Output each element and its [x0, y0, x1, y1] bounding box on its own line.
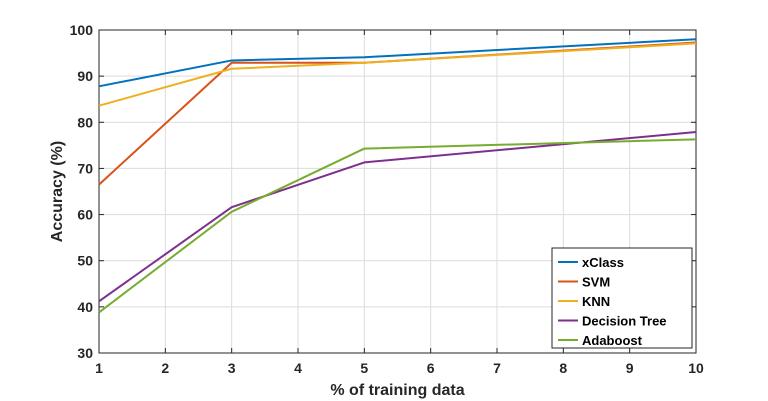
- series-line: [98, 138, 697, 314]
- y-tick-label: 40: [77, 299, 93, 315]
- series-line: [98, 130, 697, 303]
- x-tick-label: 5: [360, 360, 368, 376]
- x-tick-label: 3: [228, 360, 236, 376]
- series-svm: [98, 41, 697, 186]
- series-xclass: [98, 38, 697, 88]
- series-knn: [98, 42, 697, 107]
- x-axis-label: % of training data: [330, 382, 464, 399]
- y-tick-label: 50: [77, 253, 93, 269]
- series-line: [98, 42, 697, 107]
- y-tick-label: 80: [77, 114, 93, 130]
- y-axis-label: Accuracy (%): [49, 141, 66, 242]
- legend-label: SVM: [582, 275, 610, 290]
- y-tick-label: 70: [77, 160, 93, 176]
- plot-area-frame: [98, 29, 697, 354]
- x-tick-label: 9: [626, 360, 634, 376]
- series-adaboost: [98, 138, 697, 314]
- x-tick-label: 7: [493, 360, 501, 376]
- legend: xClass SVM KNN Decision Tree Adaboost: [551, 247, 693, 349]
- x-tick-label: 4: [294, 360, 302, 376]
- legend-item: Decision Tree: [558, 314, 667, 329]
- y-tick-label: 30: [77, 345, 93, 361]
- y-tick-label: 90: [77, 68, 93, 84]
- legend-item: KNN: [558, 294, 610, 309]
- series-decision-tree: [98, 130, 697, 303]
- series-line: [98, 38, 697, 88]
- legend-box: [551, 247, 693, 349]
- series-line: [98, 41, 697, 186]
- axis-ticks: 1 2 3 4 5 6 7 8 9 10 30 40 50 60 70 80 90 100: [70, 22, 704, 376]
- legend-label: Decision Tree: [582, 314, 667, 329]
- legend-item: Adaboost: [558, 333, 643, 348]
- legend-label: Adaboost: [582, 333, 643, 348]
- legend-label: KNN: [582, 294, 610, 309]
- legend-item: SVM: [558, 275, 610, 290]
- x-tick-label: 10: [688, 360, 704, 376]
- legend-item: xClass: [558, 255, 624, 270]
- legend-label: xClass: [582, 255, 624, 270]
- series-lines: [98, 38, 697, 314]
- x-tick-label: 1: [95, 360, 103, 376]
- y-tick-label: 60: [77, 207, 93, 223]
- x-tick-label: 8: [559, 360, 567, 376]
- x-tick-label: 2: [161, 360, 169, 376]
- y-tick-label: 100: [70, 22, 94, 38]
- x-tick-label: 6: [427, 360, 435, 376]
